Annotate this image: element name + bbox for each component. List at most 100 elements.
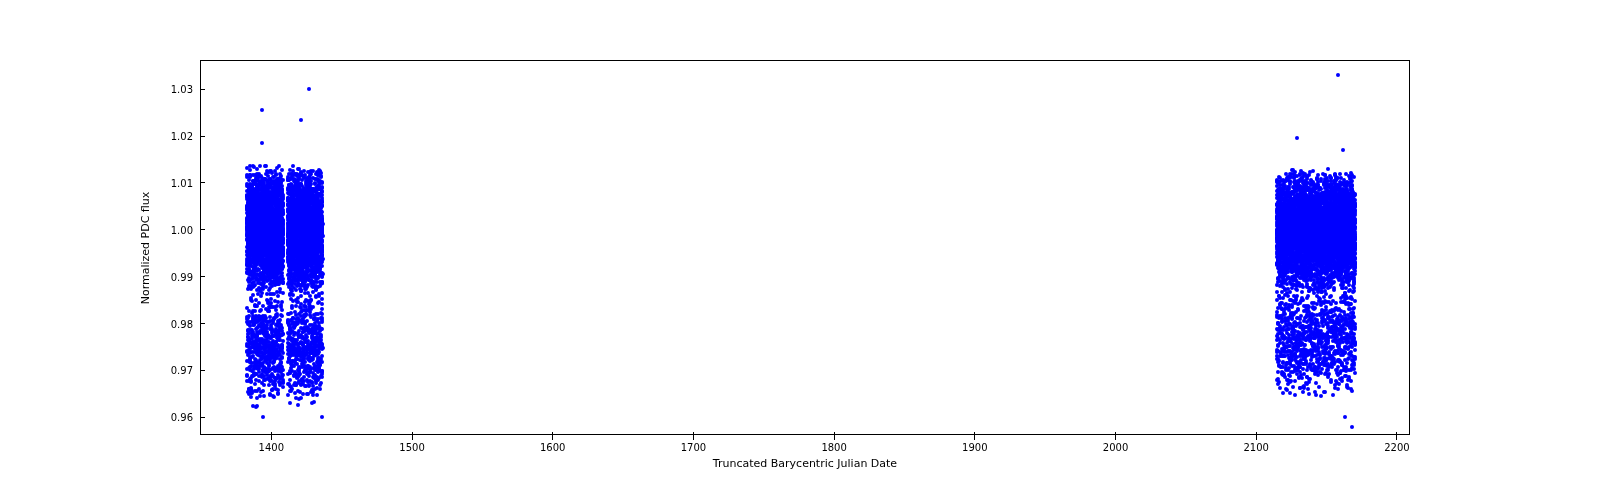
ytick-mark [201, 229, 205, 230]
xtick-mark [974, 436, 975, 440]
data-point [281, 332, 285, 336]
ytick-label: 1.02 [171, 131, 193, 142]
data-point [1302, 386, 1306, 390]
data-point [315, 393, 319, 397]
ytick-mark [201, 417, 205, 418]
data-point [280, 300, 284, 304]
data-point [280, 355, 284, 359]
data-point [320, 210, 324, 214]
data-point [1352, 175, 1356, 179]
xtick-mark [1115, 432, 1116, 436]
ytick-mark [201, 89, 205, 90]
data-point [320, 234, 324, 238]
data-point [320, 189, 324, 193]
data-point [279, 360, 283, 364]
data-point [1306, 387, 1310, 391]
data-point [320, 327, 324, 331]
data-point [297, 371, 301, 375]
data-point [280, 314, 284, 318]
data-point [1352, 361, 1356, 365]
data-point [320, 415, 324, 419]
ytick-mark [201, 370, 205, 371]
data-point [280, 274, 284, 278]
data-point [1353, 371, 1357, 375]
data-point [307, 87, 311, 91]
data-point [280, 188, 284, 192]
data-point [1288, 391, 1292, 395]
data-point [1341, 148, 1345, 152]
plot-axes: 1400150016001700180019002000210022000.96… [200, 60, 1410, 435]
xtick-mark [834, 436, 835, 440]
data-point [1336, 73, 1340, 77]
data-point [281, 238, 285, 242]
data-point [1353, 299, 1357, 303]
figure: 1400150016001700180019002000210022000.96… [0, 0, 1600, 500]
data-point [318, 387, 322, 391]
data-point [1331, 393, 1335, 397]
data-point [1338, 172, 1342, 176]
data-point [1300, 376, 1304, 380]
x-axis-label: Truncated Barycentric Julian Date [713, 457, 897, 470]
data-point [1296, 307, 1300, 311]
data-point [1353, 217, 1357, 221]
xtick-mark [834, 432, 835, 436]
data-point [319, 335, 323, 339]
data-point [1282, 373, 1286, 377]
data-point [320, 291, 324, 295]
data-point [311, 305, 315, 309]
data-point [1281, 391, 1285, 395]
data-point [1307, 173, 1311, 177]
data-point [261, 415, 265, 419]
data-point [261, 389, 265, 393]
data-point [1288, 374, 1292, 378]
ytick-label: 0.96 [171, 412, 193, 423]
data-point [320, 307, 324, 311]
data-point [1343, 415, 1347, 419]
data-point [1353, 232, 1357, 236]
data-point [1349, 302, 1353, 306]
data-point [1345, 361, 1349, 365]
data-point [319, 254, 323, 258]
data-point [260, 108, 264, 112]
data-point [320, 238, 324, 242]
data-point [1311, 169, 1315, 173]
data-point [1323, 390, 1327, 394]
data-point [281, 291, 285, 295]
xtick-mark [412, 436, 413, 440]
data-point [1353, 256, 1357, 260]
data-point [1313, 306, 1317, 310]
data-point [276, 294, 280, 298]
data-point [320, 274, 324, 278]
xtick-label: 1600 [540, 442, 565, 453]
data-point [1306, 304, 1310, 308]
data-point [281, 178, 285, 182]
data-point [267, 309, 271, 313]
ytick-label: 1.00 [171, 224, 193, 235]
data-point [1277, 380, 1281, 384]
data-point [1353, 204, 1357, 208]
data-point [251, 293, 255, 297]
data-point [262, 394, 266, 398]
data-point [1352, 276, 1356, 280]
ytick-label: 0.97 [171, 365, 193, 376]
data-point [1329, 378, 1333, 382]
xtick-mark [552, 436, 553, 440]
data-point [1334, 301, 1338, 305]
data-point [320, 204, 324, 208]
data-point [258, 164, 262, 168]
data-point [1320, 367, 1324, 371]
data-point [312, 400, 316, 404]
xtick-mark [1256, 432, 1257, 436]
data-point [1352, 209, 1356, 213]
data-point [1300, 290, 1304, 294]
data-point [274, 308, 278, 312]
data-point [1347, 375, 1351, 379]
data-point [291, 164, 295, 168]
ytick-mark [201, 323, 205, 324]
data-point [1353, 225, 1357, 229]
data-point [1353, 213, 1357, 217]
xtick-label: 1900 [962, 442, 987, 453]
data-point [1336, 387, 1340, 391]
data-point [280, 343, 284, 347]
data-point [1293, 379, 1297, 383]
